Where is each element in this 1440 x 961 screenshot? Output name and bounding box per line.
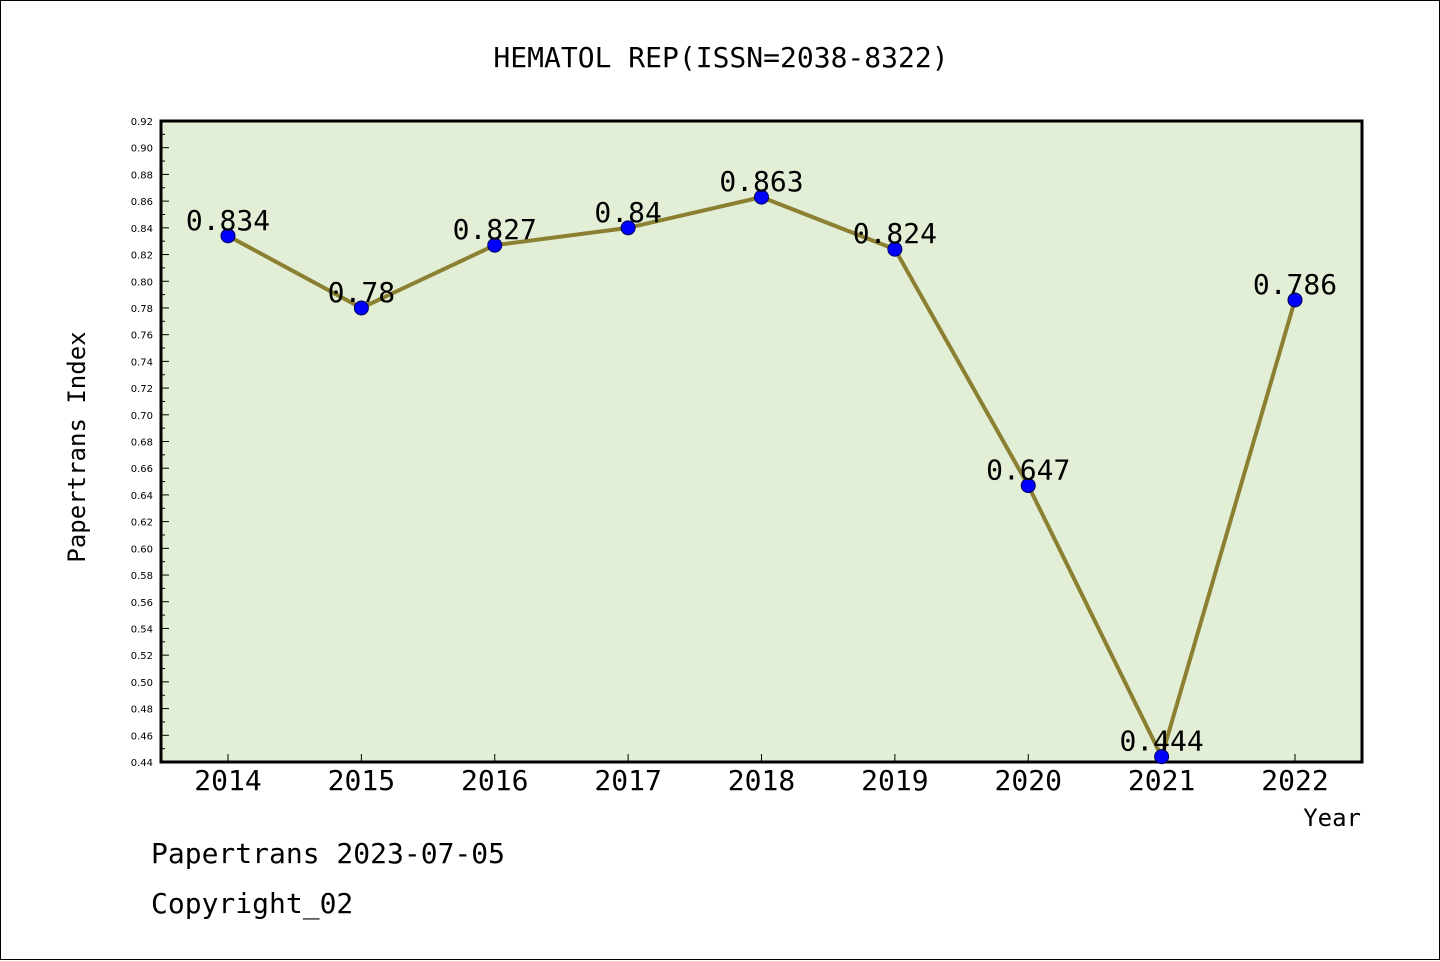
y-tick-label: 0.72 xyxy=(131,384,153,395)
y-tick-label: 0.66 xyxy=(131,464,153,475)
y-tick-label: 0.62 xyxy=(131,518,153,529)
data-point xyxy=(754,189,769,205)
x-tick-label: 2014 xyxy=(194,764,261,797)
y-tick-label: 0.44 xyxy=(131,758,153,769)
y-axis-ticks: 0.44 0.46 0.48 0.50 0.52 0.54 0.56 0.58 0.60 0.62… xyxy=(131,117,169,769)
y-tick-label: 0.56 xyxy=(131,598,153,609)
data-point xyxy=(887,241,903,257)
x-tick-label: 2016 xyxy=(461,764,528,797)
x-tick-label: 2022 xyxy=(1261,764,1328,797)
chart-title: HEMATOL REP(ISSN=2038-8322) xyxy=(493,41,948,74)
y-tick-label: 0.76 xyxy=(131,331,153,342)
data-label: 0.863 xyxy=(719,165,803,198)
x-tick-label: 2019 xyxy=(861,764,928,797)
y-tick-label: 0.68 xyxy=(131,438,153,449)
y-tick-label: 0.60 xyxy=(131,544,153,555)
y-tick-label: 0.48 xyxy=(131,705,153,716)
data-point xyxy=(1020,478,1036,494)
x-tick-label: 2021 xyxy=(1128,764,1195,797)
data-point xyxy=(1287,292,1303,308)
y-tick-label: 0.74 xyxy=(131,357,153,368)
y-tick-label: 0.50 xyxy=(131,678,153,689)
data-label: 0.824 xyxy=(853,217,937,250)
y-tick-label: 0.78 xyxy=(131,304,153,315)
y-tick-label: 0.86 xyxy=(131,197,153,208)
footer-copyright-text: Copyright_02 xyxy=(151,887,354,920)
data-point xyxy=(353,300,369,316)
data-point xyxy=(620,220,636,236)
data-point xyxy=(1154,749,1170,765)
data-label: 0.827 xyxy=(453,213,537,246)
y-tick-label: 0.46 xyxy=(131,731,153,742)
x-tick-label: 2017 xyxy=(594,764,661,797)
data-label: 0.786 xyxy=(1253,268,1337,301)
x-axis-label: Year xyxy=(1303,804,1361,832)
data-point xyxy=(220,228,236,244)
y-tick-label: 0.58 xyxy=(131,571,153,582)
x-tick-label: 2020 xyxy=(995,764,1062,797)
y-tick-label: 0.92 xyxy=(131,117,153,128)
data-label: 0.834 xyxy=(186,204,270,237)
y-tick-label: 0.84 xyxy=(131,224,153,235)
y-tick-label: 0.64 xyxy=(131,491,153,502)
y-tick-label: 0.88 xyxy=(131,170,153,181)
x-tick-label: 2018 xyxy=(728,764,795,797)
footer-date-text: Papertrans 2023-07-05 xyxy=(151,837,506,870)
y-tick-label: 0.70 xyxy=(131,411,153,422)
y-tick-label: 0.80 xyxy=(131,277,153,288)
data-label: 0.444 xyxy=(1119,725,1203,758)
y-tick-label: 0.54 xyxy=(131,624,153,635)
data-label: 0.84 xyxy=(594,196,661,229)
plot-area xyxy=(159,119,1364,764)
y-tick-label: 0.90 xyxy=(131,144,153,155)
data-point xyxy=(487,237,503,253)
x-axis-ticks: 2014 2015 2016 2017 2018 2019 2020 2021 2022 xyxy=(194,754,1329,797)
data-label: 0.647 xyxy=(986,454,1070,487)
data-label: 0.78 xyxy=(328,276,395,309)
x-tick-label: 2015 xyxy=(328,764,395,797)
y-tick-label: 0.82 xyxy=(131,251,153,262)
series-group: 0.834 0.78 0.827 0.84 0.863 0.824 0.647 0.444 0.… xyxy=(186,165,1337,765)
y-tick-label: 0.52 xyxy=(131,651,153,662)
y-axis-label: Papertrans Index xyxy=(63,331,91,562)
